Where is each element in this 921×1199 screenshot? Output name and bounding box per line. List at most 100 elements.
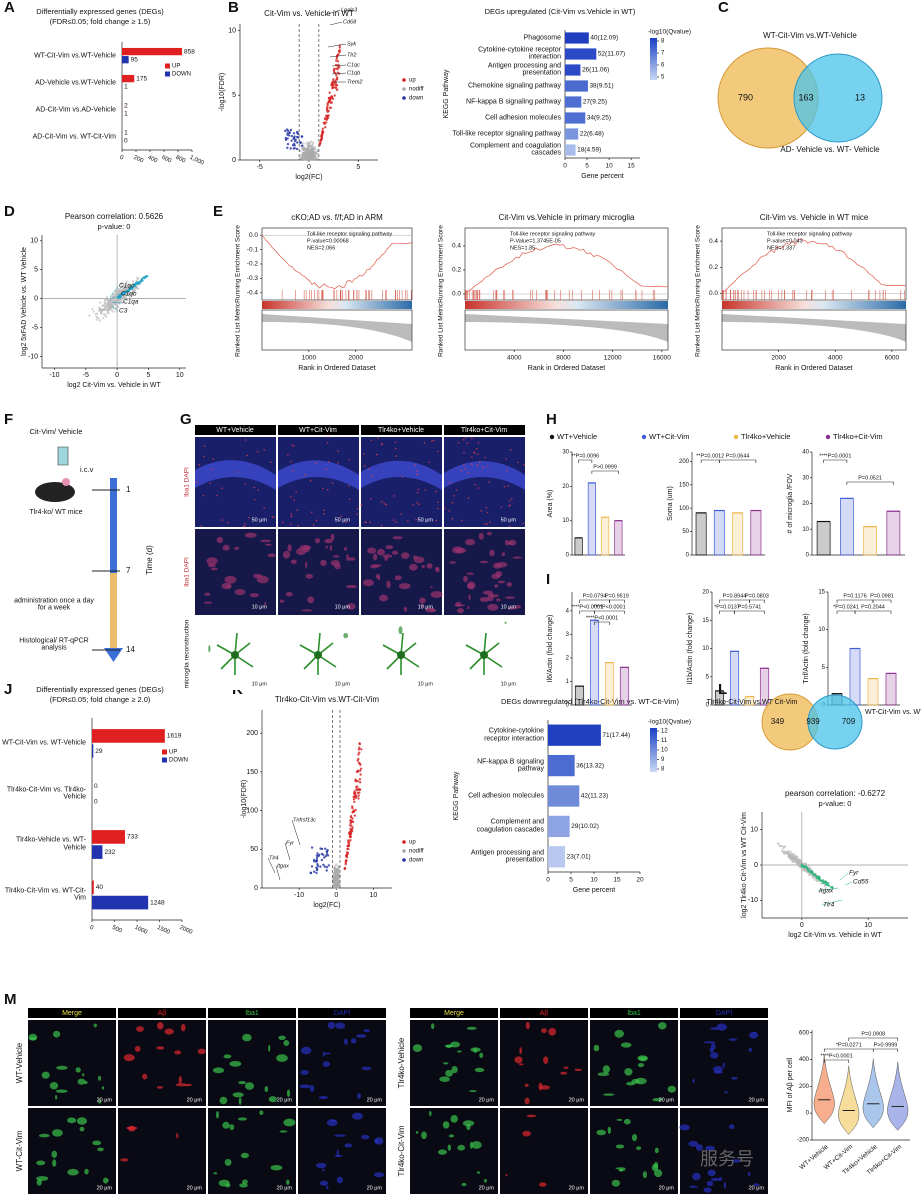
micrograph: [118, 1108, 206, 1194]
cell-signal: [614, 1029, 624, 1038]
cell-signal: [270, 1165, 283, 1171]
decor-dot: [103, 300, 106, 303]
cell-signal: [504, 621, 507, 624]
decor-dot: [825, 434, 831, 440]
plot-frame: [464, 309, 669, 351]
cell-signal: [350, 1038, 357, 1044]
decor-dot: [448, 510, 451, 512]
cell-signal: [620, 1042, 632, 1048]
cell-signal: [98, 1099, 102, 1104]
cell-signal: [279, 1130, 288, 1133]
scale-bar-label: 10 μm: [418, 604, 434, 610]
tissue-band: [444, 460, 525, 490]
annotation: P=0.0981: [870, 593, 894, 599]
annotation: ****P<0.0001: [820, 1053, 852, 1059]
cell-signal: [282, 550, 291, 559]
decor-dot: [108, 307, 111, 311]
leader: [324, 9, 341, 16]
cell-signal: [174, 1050, 182, 1055]
cell-signal: [332, 555, 340, 558]
decor-dot: [119, 282, 122, 285]
decor-dot: [509, 504, 512, 507]
cell-signal: [615, 1167, 626, 1170]
cell-signal: [713, 1070, 723, 1074]
x-tick-label: 200: [132, 155, 144, 165]
decor-dot: [451, 501, 454, 504]
cell-signal: [315, 538, 320, 544]
violin-body: [862, 1058, 884, 1129]
y-tick-label: -200: [797, 1138, 810, 1144]
decor-dot: [127, 285, 130, 288]
decor-dot: [124, 291, 127, 294]
decor-dot: [356, 759, 359, 762]
decor-dot: [733, 434, 739, 440]
decor-dot: [786, 850, 789, 853]
cell-signal: [522, 1130, 531, 1137]
decor-dot: [828, 884, 831, 887]
x-tick-label: 1,000: [188, 155, 205, 167]
cell-signal: [222, 1121, 230, 1129]
decor-dot: [102, 316, 105, 319]
decor-dot: [394, 447, 397, 450]
cell-signal: [486, 531, 492, 536]
cell-signal: [539, 1182, 547, 1187]
cell-signal: [323, 1052, 331, 1055]
cell-signal: [283, 1040, 290, 1046]
micrograph: [28, 1020, 116, 1106]
annotation: P=0.0794: [583, 593, 607, 599]
decor-dot: [315, 867, 319, 871]
decor-dot: [381, 500, 383, 503]
decor-dot: [335, 77, 339, 81]
cell-signal: [490, 594, 499, 598]
bar: [587, 482, 596, 556]
decor-dot: [92, 310, 95, 313]
decor-dot: [443, 507, 446, 510]
decor-dot: [294, 139, 297, 143]
annotation: P=0.9519: [605, 593, 629, 599]
cell-signal: [593, 1044, 600, 1052]
legend-label: down: [409, 96, 423, 102]
column-header: WT+Vehicle: [216, 427, 254, 434]
decor-dot: [345, 521, 347, 523]
scale-bar-label: 20 μm: [479, 1097, 495, 1103]
gene-label: Tlr4: [269, 855, 278, 861]
bracket: [872, 599, 892, 603]
cell-signal: [184, 1083, 192, 1087]
decor-dot: [292, 142, 296, 145]
cell-signal: [722, 1062, 725, 1069]
bracket: [823, 1059, 850, 1063]
cell-signal: [267, 553, 276, 558]
y-tick-label: 50: [682, 529, 689, 535]
cell-signal: [413, 555, 418, 559]
decor-dot: [351, 826, 354, 829]
x-axis-label: Rank in Ordered Dataset: [528, 365, 605, 372]
decor-dot: [393, 495, 396, 497]
cell-signal: [466, 572, 475, 575]
bar-label: 27(9.25): [583, 99, 607, 106]
category-label: Complement and coagulation cascades: [476, 819, 544, 834]
micrograph: [590, 1108, 678, 1194]
decor-dot: [221, 487, 223, 490]
decor-dot: [506, 469, 508, 472]
bar: [565, 112, 586, 124]
panel-letter: E: [213, 203, 223, 220]
decor-dot: [467, 497, 470, 500]
decor-dot: [487, 465, 489, 467]
y-tick-label: 20: [562, 484, 569, 490]
cell-signal: [430, 608, 435, 612]
decor-dot: [359, 763, 362, 766]
decor-dot: [825, 883, 828, 887]
cell-signal: [319, 1180, 329, 1186]
decor-dot: [302, 148, 305, 151]
y-tick-label: -10: [28, 353, 38, 360]
decor-dot: [104, 298, 107, 301]
category-label: AD-Cit-Vim vs. WT-Cit-Vim: [32, 132, 116, 140]
cell-signal: [76, 1117, 87, 1125]
y-tick-label: 10: [30, 238, 38, 245]
gene-label: Syk: [347, 41, 356, 47]
cell-signal: [689, 1185, 698, 1188]
column-header: Tlr4ko+Cit-Vim: [461, 427, 508, 434]
bar: [574, 537, 583, 556]
scale-bar-label: 10 μm: [252, 604, 268, 610]
decor-dot: [270, 461, 272, 464]
